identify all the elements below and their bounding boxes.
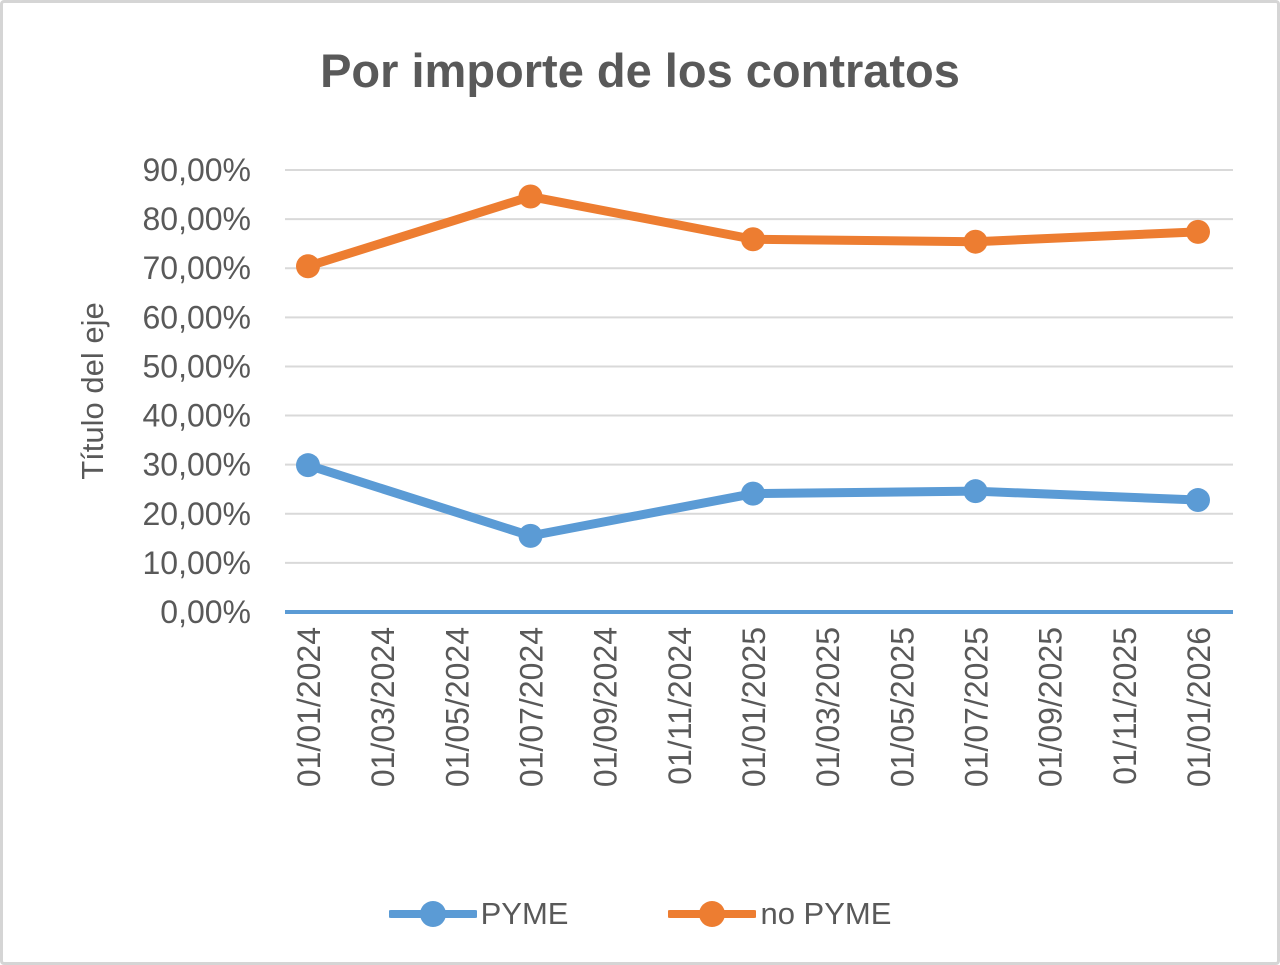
pyme-series-marker-icon [388, 901, 477, 927]
data-point-no-pyme[interactable] [1186, 219, 1210, 244]
x-tick-label: 01/09/2024 [588, 627, 624, 787]
data-point-no-pyme[interactable] [296, 254, 320, 279]
y-tick-label: 10,00% [142, 545, 251, 581]
y-tick-label: 80,00% [142, 201, 251, 237]
x-tick-label: 01/03/2025 [810, 627, 846, 787]
y-axis-title: Título del eje [75, 302, 110, 480]
data-point-no-pyme[interactable] [963, 229, 988, 254]
x-tick-label: 01/03/2024 [365, 627, 401, 787]
x-tick-label: 01/11/2025 [1107, 627, 1143, 785]
data-point-no-pyme[interactable] [518, 184, 543, 209]
data-point-pyme[interactable] [741, 481, 765, 506]
y-tick-label: 30,00% [142, 447, 251, 483]
line-chart-plot-area: 0,00% 10,00% 20,00% 30,00% 40,00% 50,00% 60,00… [75, 152, 1233, 787]
data-point-pyme[interactable] [963, 479, 988, 504]
no-pyme-series-marker-icon [668, 901, 757, 927]
x-tick-label: 01/07/2025 [959, 627, 995, 787]
x-tick-label: 01/01/2026 [1181, 627, 1217, 787]
data-point-pyme[interactable] [296, 453, 320, 478]
data-point-pyme[interactable] [1186, 488, 1210, 513]
legend-label-no-pyme: no PYME [760, 896, 892, 931]
x-tick-label: 01/05/2025 [884, 627, 920, 787]
x-tick-label: 01/11/2024 [662, 627, 698, 785]
y-tick-label: 0,00% [160, 594, 251, 630]
data-point-pyme[interactable] [518, 523, 543, 548]
x-tick-label: 01/01/2025 [736, 627, 772, 787]
y-tick-label: 50,00% [142, 348, 251, 384]
y-tick-label: 90,00% [142, 152, 251, 188]
y-tick-label: 60,00% [142, 299, 251, 335]
chart-legend: PYME no PYME [3, 896, 1277, 932]
x-tick-label: 01/01/2024 [291, 627, 327, 787]
legend-label-pyme: PYME [480, 896, 569, 931]
y-tick-label: 40,00% [142, 398, 251, 434]
y-tick-label: 70,00% [142, 250, 251, 286]
legend-item-pyme[interactable]: PYME [388, 896, 569, 932]
chart-title: Por importe de los contratos [320, 44, 960, 97]
y-tick-label: 20,00% [142, 496, 251, 532]
data-point-no-pyme[interactable] [741, 227, 765, 252]
x-tick-label: 01/05/2024 [439, 627, 475, 787]
x-tick-label: 01/09/2025 [1033, 627, 1069, 787]
legend-item-no-pyme[interactable]: no PYME [668, 896, 891, 932]
x-tick-label: 01/07/2024 [514, 627, 550, 787]
